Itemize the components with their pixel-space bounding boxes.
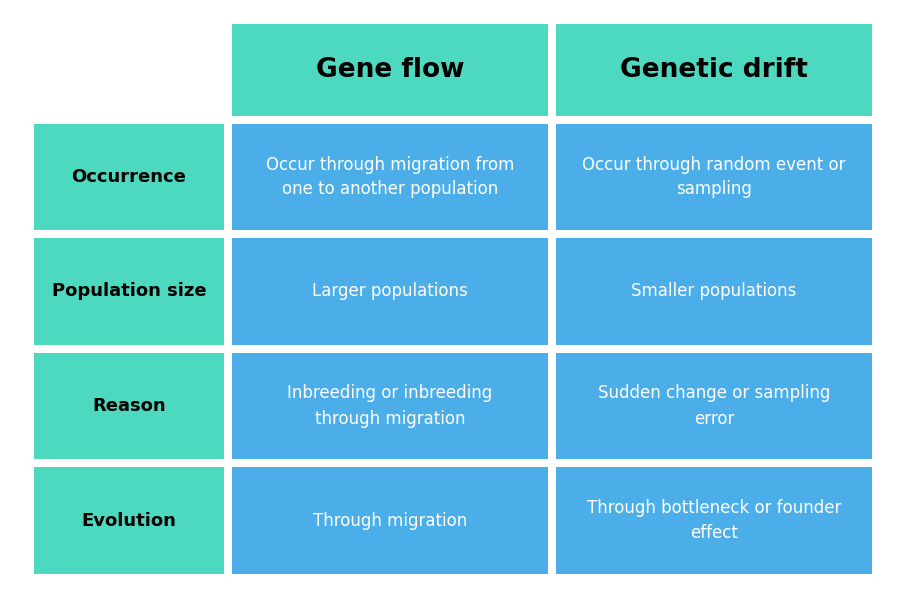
Bar	[556, 467, 872, 574]
Bar	[232, 124, 548, 230]
Text: Through bottleneck or founder
effect: Through bottleneck or founder effect	[587, 499, 841, 542]
Bar	[34, 353, 224, 459]
Text: Occurrence: Occurrence	[72, 168, 187, 186]
Text: Genetic drift: Genetic drift	[620, 57, 808, 83]
Text: Sudden change or sampling
error: Sudden change or sampling error	[598, 385, 830, 427]
Bar	[232, 24, 548, 116]
Bar	[228, 120, 552, 234]
Bar	[30, 349, 228, 463]
Bar	[30, 20, 228, 120]
Text: Larger populations: Larger populations	[313, 283, 467, 301]
Bar	[552, 120, 876, 234]
Bar	[552, 20, 876, 120]
Bar	[552, 463, 876, 578]
Text: Occur through migration from
one to another population: Occur through migration from one to anot…	[265, 155, 515, 199]
Bar	[228, 349, 552, 463]
Bar	[34, 124, 224, 230]
Bar	[232, 353, 548, 459]
Text: Population size: Population size	[52, 283, 207, 301]
Bar	[232, 467, 548, 574]
Bar	[552, 234, 876, 349]
Bar	[232, 238, 548, 345]
Bar	[30, 463, 228, 578]
Bar	[34, 238, 224, 345]
Bar	[228, 234, 552, 349]
Bar	[228, 20, 552, 120]
Bar	[30, 20, 228, 120]
Bar	[30, 234, 228, 349]
Bar	[228, 463, 552, 578]
Bar	[552, 349, 876, 463]
Text: Occur through random event or
sampling: Occur through random event or sampling	[583, 155, 845, 199]
Text: Inbreeding or inbreeding
through migration: Inbreeding or inbreeding through migrati…	[287, 385, 493, 427]
Text: Through migration: Through migration	[313, 511, 467, 529]
Text: Smaller populations: Smaller populations	[631, 283, 796, 301]
Bar	[556, 124, 872, 230]
Text: Evolution: Evolution	[82, 511, 177, 529]
Bar	[34, 467, 224, 574]
Text: Reason: Reason	[92, 397, 166, 415]
Bar	[30, 120, 228, 234]
Bar	[556, 353, 872, 459]
Bar	[556, 238, 872, 345]
Bar	[556, 24, 872, 116]
Text: Gene flow: Gene flow	[316, 57, 464, 83]
